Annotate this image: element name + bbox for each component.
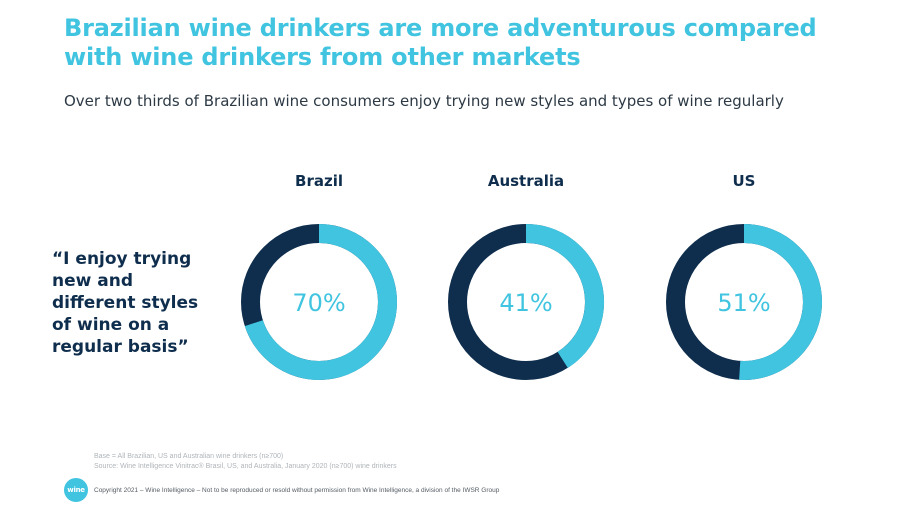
value-label-brazil: 70%	[292, 289, 345, 317]
value-label-us: 51%	[717, 289, 770, 317]
value-label-australia: 41%	[499, 289, 552, 317]
quote-text: “I enjoy trying new and different styles…	[52, 249, 199, 357]
base-note: Base = All Brazilian, US and Australian …	[94, 453, 284, 460]
donut-value-arc-brazil	[244, 224, 397, 380]
category-label-brazil: Brazil	[295, 172, 343, 190]
category-label-us: US	[733, 172, 756, 190]
slide-subtitle: Over two thirds of Brazilian wine consum…	[64, 92, 784, 110]
category-label-australia: Australia	[488, 172, 564, 190]
source-note: Source: Wine Intelligence Vinitrac® Bras…	[94, 463, 397, 470]
wine-intelligence-logo: wine	[64, 478, 88, 502]
footnotes: Base = All Brazilian, US and Australian …	[94, 452, 397, 472]
donut-australia: 41% Australia	[448, 172, 604, 380]
donut-brazil: 70% Brazil	[241, 172, 397, 380]
slide-title: Brazilian wine drinkers are more adventu…	[64, 14, 817, 71]
donut-value-arc-us	[739, 224, 822, 380]
donut-value-arc-australia	[525, 224, 604, 368]
copyright-text: Copyright 2021 – Wine Intelligence – Not…	[94, 487, 500, 494]
donut-us: 51% US	[666, 172, 822, 380]
